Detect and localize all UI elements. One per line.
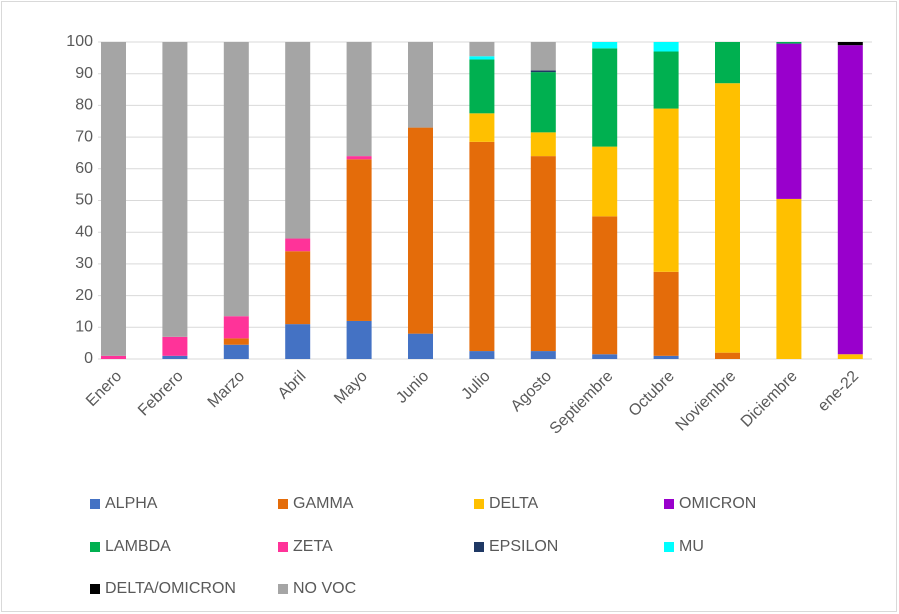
bar-segment bbox=[653, 355, 679, 359]
bar-segment bbox=[285, 238, 311, 252]
y-tick-label: 60 bbox=[75, 160, 93, 177]
bar-segment bbox=[285, 324, 311, 359]
legend-swatch bbox=[90, 499, 100, 509]
bar-segment bbox=[776, 43, 802, 199]
y-tick-label: 40 bbox=[75, 223, 93, 240]
legend-swatch bbox=[90, 542, 100, 552]
bar-segment bbox=[346, 159, 372, 321]
bar-segment bbox=[285, 251, 311, 325]
bar-segment bbox=[530, 132, 556, 157]
y-tick-label: 80 bbox=[75, 97, 93, 114]
bar-segment bbox=[408, 127, 433, 334]
bar-segment bbox=[285, 42, 311, 239]
legend-label: DELTA/OMICRON bbox=[105, 580, 236, 597]
bar-segment bbox=[223, 42, 249, 317]
bar-segment bbox=[162, 355, 188, 359]
bar-segment bbox=[653, 42, 679, 52]
bar-segment bbox=[223, 338, 249, 345]
bar-segment bbox=[715, 42, 740, 84]
y-tick-label: 10 bbox=[75, 319, 93, 336]
bar-segment bbox=[223, 316, 249, 339]
bar-segment bbox=[346, 156, 372, 160]
legend-swatch bbox=[664, 542, 674, 552]
bar-segment bbox=[715, 83, 740, 353]
legend-swatch bbox=[278, 542, 288, 552]
bar-segment bbox=[346, 42, 372, 157]
y-tick-label: 70 bbox=[75, 128, 93, 145]
legend-label: GAMMA bbox=[293, 495, 354, 512]
bar-segment bbox=[346, 320, 372, 359]
bar-segment bbox=[592, 216, 618, 355]
bar-segment bbox=[469, 56, 495, 60]
legend-label: DELTA bbox=[489, 495, 539, 512]
bar-segment bbox=[653, 51, 679, 109]
bar-segment bbox=[776, 42, 802, 44]
bar-segment bbox=[469, 59, 495, 114]
bar-segment bbox=[653, 271, 679, 356]
bar-segment bbox=[162, 42, 188, 337]
legend-swatch bbox=[474, 499, 484, 509]
legend-swatch bbox=[278, 584, 288, 594]
y-tick-label: 90 bbox=[75, 65, 93, 82]
legend-label: MU bbox=[679, 538, 704, 555]
bar-segment bbox=[101, 42, 126, 356]
y-tick-label: 50 bbox=[75, 192, 93, 209]
legend-label: NO VOC bbox=[293, 580, 356, 597]
bar-segment bbox=[837, 42, 863, 46]
bar-segment bbox=[408, 42, 433, 128]
legend-label: ALPHA bbox=[105, 495, 158, 512]
bar-segment bbox=[469, 141, 495, 352]
bar-segment bbox=[469, 351, 495, 359]
legend-swatch bbox=[664, 499, 674, 509]
legend-swatch bbox=[474, 542, 484, 552]
legend-label: ZETA bbox=[293, 538, 333, 555]
bar-segment bbox=[653, 108, 679, 272]
bar-segment bbox=[715, 352, 740, 359]
bar-segment bbox=[223, 344, 249, 359]
legend-label: EPSILON bbox=[489, 538, 558, 555]
bar-segment bbox=[837, 354, 863, 359]
bar-segment bbox=[592, 42, 618, 49]
bar-segment bbox=[530, 351, 556, 359]
bar-segment bbox=[530, 156, 556, 352]
bar-segment bbox=[530, 70, 556, 73]
bar-segment bbox=[101, 355, 126, 359]
bar-segment bbox=[408, 333, 433, 359]
legend-swatch bbox=[278, 499, 288, 509]
bar-segment bbox=[592, 48, 618, 147]
y-tick-label: 30 bbox=[75, 255, 93, 272]
y-tick-label: 20 bbox=[75, 287, 93, 304]
y-tick-label: 0 bbox=[84, 350, 93, 367]
bar-segment bbox=[776, 198, 802, 359]
legend-label: OMICRON bbox=[679, 495, 756, 512]
bar-segment bbox=[469, 113, 495, 142]
y-tick-label: 100 bbox=[66, 33, 93, 50]
bar-segment bbox=[592, 146, 618, 217]
bar-segment bbox=[837, 45, 863, 355]
legend-swatch bbox=[90, 584, 100, 594]
legend-label: LAMBDA bbox=[105, 538, 171, 555]
bar-segment bbox=[530, 42, 556, 71]
bar-segment bbox=[469, 42, 495, 57]
bar-segment bbox=[162, 336, 188, 356]
bar-segment bbox=[592, 354, 618, 359]
bar-segment bbox=[530, 72, 556, 133]
